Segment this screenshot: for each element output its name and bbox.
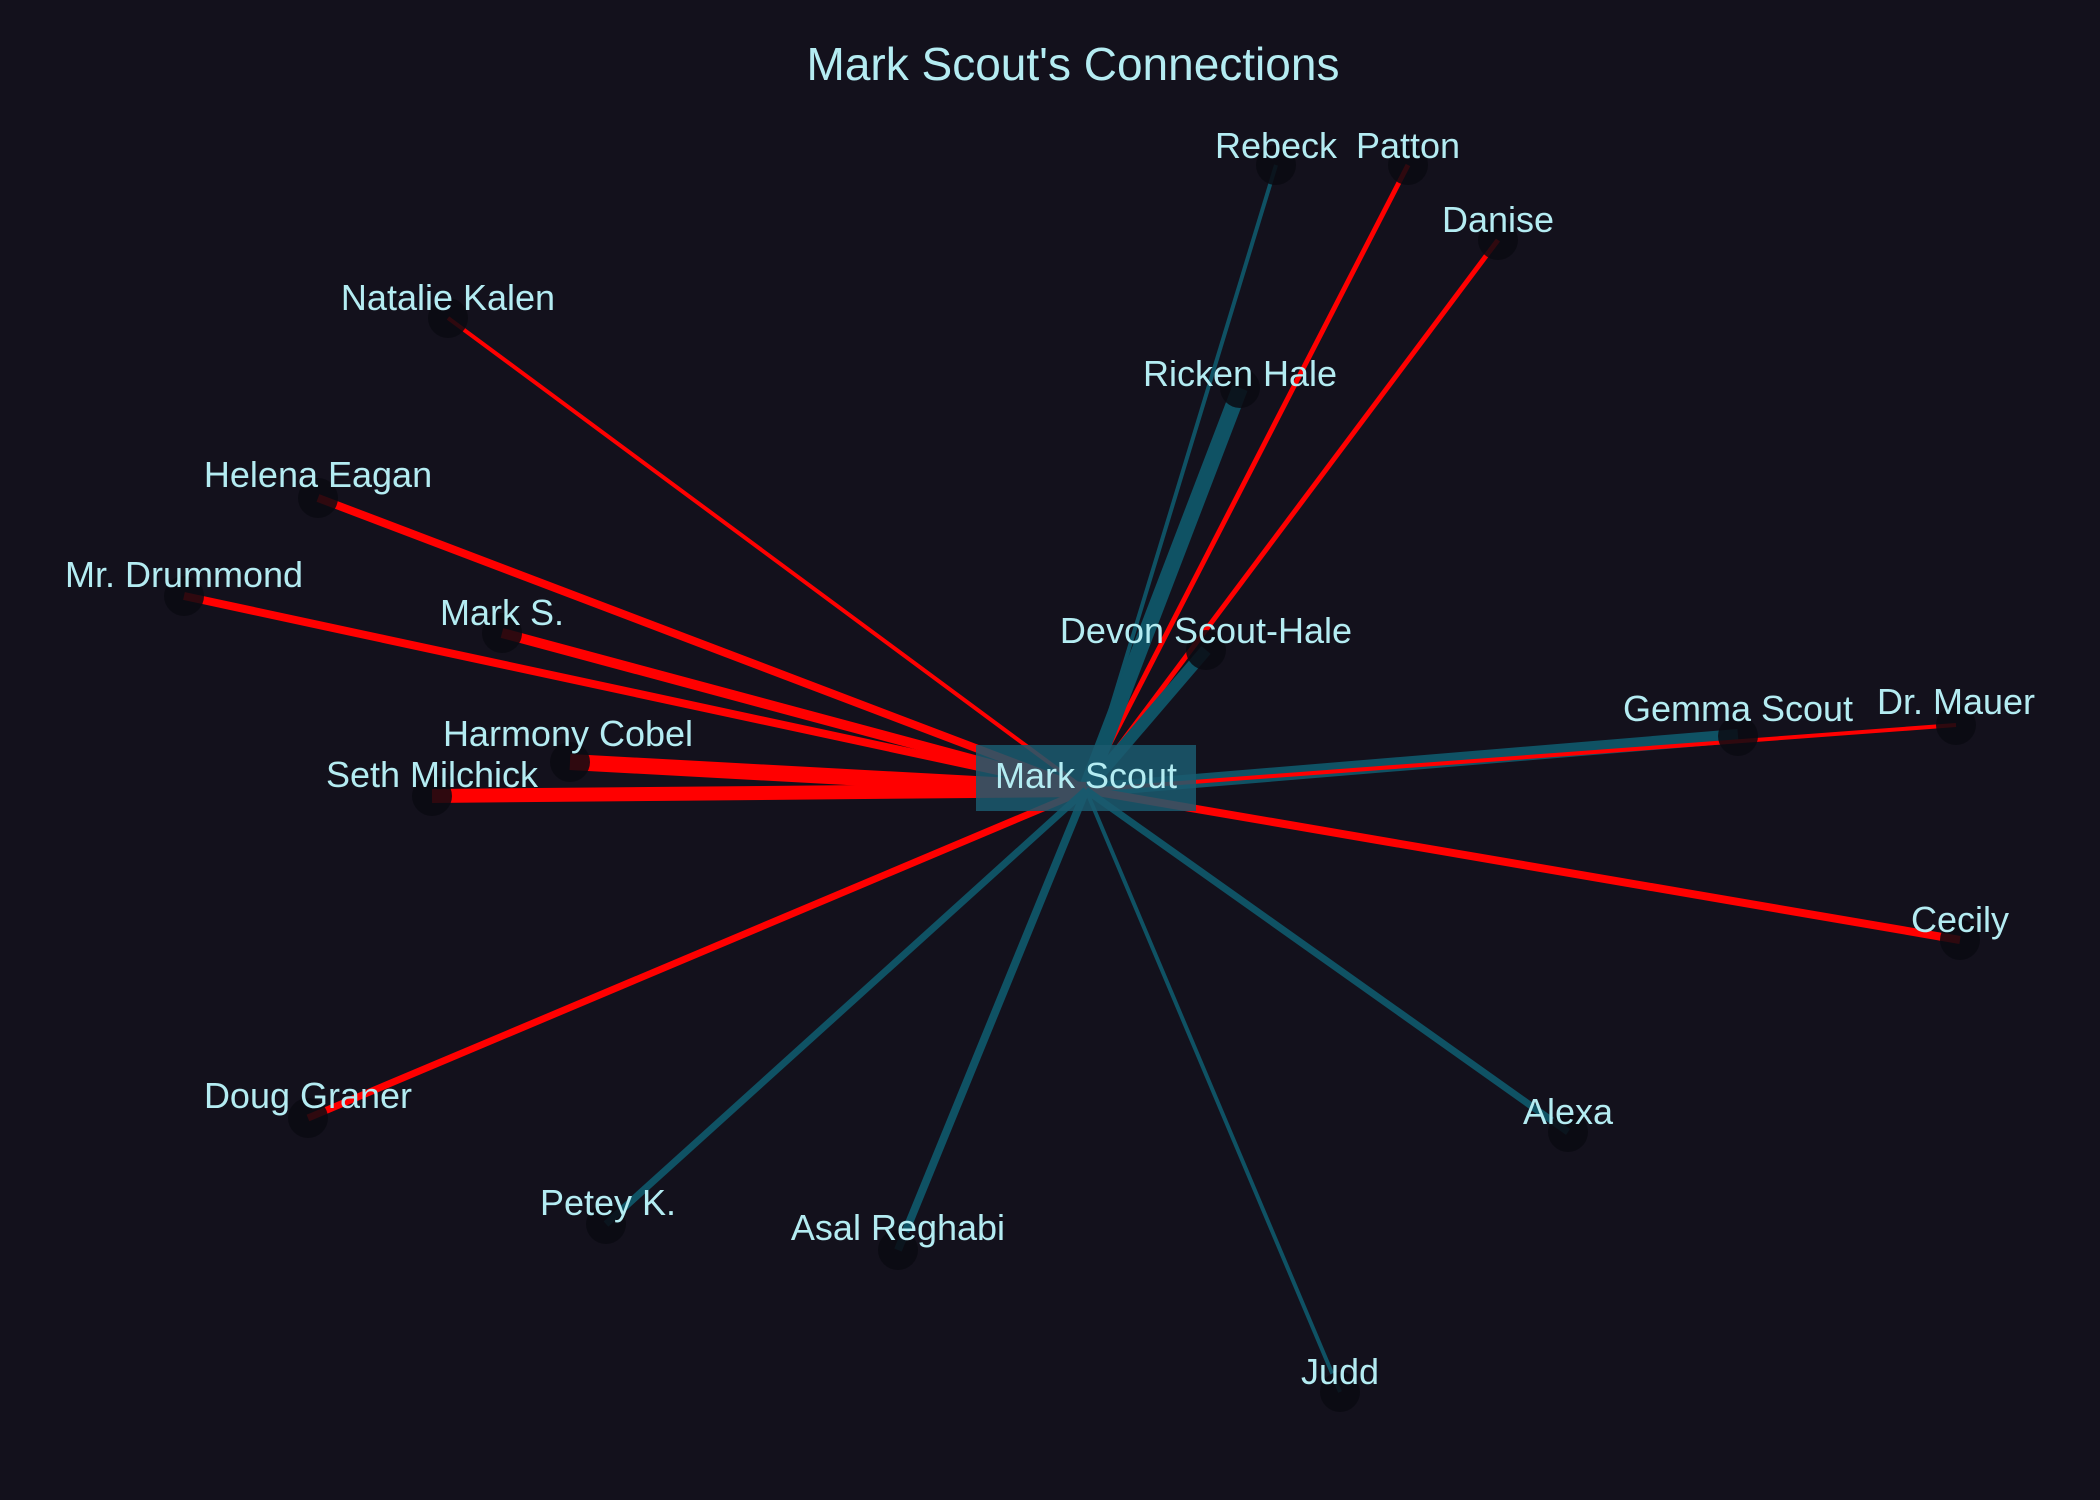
node-label-judd: Judd	[1301, 1351, 1379, 1392]
node-devon-scout-hale[interactable]	[1186, 630, 1226, 670]
node-label-helena-eagan: Helena Eagan	[204, 454, 432, 495]
node-label-cecily: Cecily	[1911, 899, 2009, 940]
node-asal-reghabi[interactable]	[878, 1230, 918, 1270]
edge-helena-eagan	[316, 494, 1088, 794]
node-label-seth-milchick: Seth Milchick	[326, 754, 539, 795]
node-label-danise: Danise	[1442, 199, 1554, 240]
node-label-petey-k: Petey K.	[540, 1182, 676, 1223]
edge-cecily	[1085, 786, 1961, 944]
node-label-ricken-hale: Ricken Hale	[1143, 353, 1337, 394]
node-label-mark-s: Mark S.	[440, 592, 564, 633]
node-label-alexa: Alexa	[1523, 1091, 1614, 1132]
node-cecily[interactable]	[1940, 920, 1980, 960]
node-label-rebeck: Rebeck	[1215, 125, 1338, 166]
node-label-devon-scout-hale: Devon Scout-Hale	[1060, 610, 1352, 651]
edge-asal-reghabi	[894, 788, 1090, 1252]
node-label-asal-reghabi: Asal Reghabi	[791, 1207, 1005, 1248]
node-natalie-kalen[interactable]	[428, 298, 468, 338]
edge-doug-graner	[306, 786, 1088, 1122]
edge-alexa	[1083, 787, 1571, 1135]
node-label-patton: Patton	[1356, 125, 1460, 166]
node-label-harmony-cobel: Harmony Cobel	[443, 713, 693, 754]
node-rebeck[interactable]	[1256, 145, 1296, 185]
node-label-mr-drummond: Mr. Drummond	[65, 554, 303, 595]
node-ricken-hale[interactable]	[1220, 368, 1260, 408]
edge-natalie-kalen	[446, 316, 1088, 792]
edge-judd	[1084, 789, 1342, 1393]
node-seth-milchick[interactable]	[412, 776, 452, 816]
node-patton[interactable]	[1388, 145, 1428, 185]
node-dr-mauer[interactable]	[1936, 705, 1976, 745]
node-alexa[interactable]	[1548, 1112, 1588, 1152]
node-helena-eagan[interactable]	[298, 478, 338, 518]
center-node-label: Mark Scout	[995, 755, 1177, 796]
node-layer	[164, 145, 1980, 1412]
label-layer: Rebeck Patton Danise Natalie Kalen Ricken Ha…	[65, 125, 2035, 1392]
edge-mr-drummond	[183, 592, 1087, 794]
node-gemma-scout[interactable]	[1718, 716, 1758, 756]
node-danise[interactable]	[1478, 220, 1518, 260]
edge-petey-k	[603, 787, 1089, 1227]
edge-patton	[1083, 163, 1411, 792]
edge-danise	[1083, 238, 1501, 792]
node-label-dr-mauer: Dr. Mauer	[1877, 681, 2035, 722]
node-doug-graner[interactable]	[288, 1098, 328, 1138]
graph-title: Mark Scout's Connections	[807, 38, 1340, 90]
node-mr-drummond[interactable]	[164, 576, 204, 616]
center-node-box	[976, 745, 1196, 811]
node-judd[interactable]	[1320, 1372, 1360, 1412]
node-mark-s[interactable]	[482, 613, 522, 653]
node-label-doug-graner: Doug Graner	[204, 1075, 412, 1116]
center-node[interactable]: Mark Scout	[976, 745, 1196, 811]
edge-ricken-hale	[1078, 385, 1248, 793]
node-label-gemma-scout: Gemma Scout	[1623, 688, 1853, 729]
node-label-natalie-kalen: Natalie Kalen	[341, 277, 555, 318]
edge-dr-mauer	[1085, 723, 1957, 792]
node-harmony-cobel[interactable]	[550, 742, 590, 782]
node-petey-k[interactable]	[586, 1204, 626, 1244]
